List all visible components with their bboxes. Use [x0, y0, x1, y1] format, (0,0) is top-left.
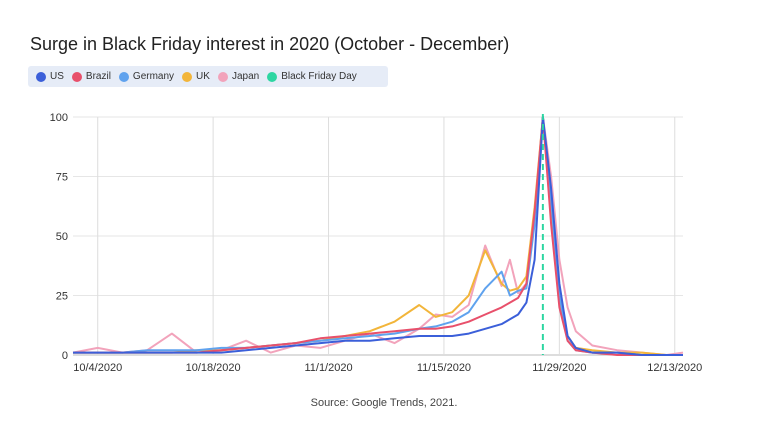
legend-label: UK [196, 71, 210, 82]
source-note: Source: Google Trends, 2021. [310, 397, 458, 409]
series-line-brazil [73, 116, 683, 356]
legend-swatch [118, 71, 129, 82]
legend-label: Japan [231, 71, 260, 82]
x-tick-label: 10/4/2020 [73, 362, 122, 374]
legend-item: UK [182, 71, 210, 82]
legend-swatch [182, 71, 193, 82]
legend-swatch [267, 71, 278, 82]
y-tick-label: 25 [56, 291, 68, 303]
y-tick-label: 100 [50, 112, 68, 124]
legend-item: Germany [118, 71, 175, 82]
legend-label: Germany [132, 71, 175, 82]
series-line-us [73, 116, 683, 356]
legend-swatch [217, 71, 228, 82]
y-tick-label: 0 [62, 350, 68, 362]
legend-item: Black Friday Day [267, 71, 357, 82]
y-tick-label: 75 [56, 172, 68, 184]
x-tick-label: 10/18/2020 [186, 362, 241, 374]
x-tick-label: 11/1/2020 [304, 362, 352, 374]
legend-item: US [36, 71, 64, 82]
chart-title: Surge in Black Friday interest in 2020 (… [30, 34, 510, 54]
legend-item: Japan [217, 71, 260, 82]
chart-legend: US Brazil Germany UK Japan Black Friday Day [28, 66, 388, 87]
x-tick-label: 12/13/2020 [647, 362, 702, 374]
legend-swatch [71, 71, 82, 82]
legend-item: Brazil [71, 71, 111, 82]
x-tick-label: 11/15/2020 [417, 362, 471, 374]
legend-label: US [50, 71, 64, 82]
y-tick-label: 50 [56, 231, 68, 243]
x-tick-label: 11/29/2020 [532, 362, 586, 374]
legend-label: Brazil [85, 71, 111, 82]
legend-label: Black Friday Day [281, 71, 357, 82]
legend-swatch [36, 71, 46, 82]
